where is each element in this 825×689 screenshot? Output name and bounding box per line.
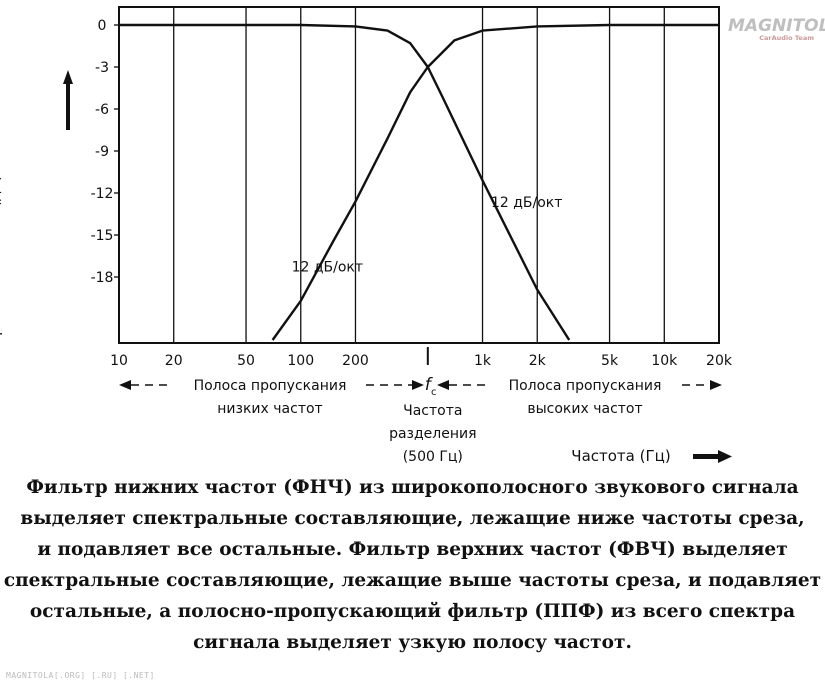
slope-annotation: 12 дБ/окт [292, 259, 363, 275]
x-axis-arrow-icon [718, 450, 732, 463]
x-axis-arrow-shaft [693, 454, 719, 459]
band-arrow-right-icon [412, 380, 424, 390]
band-arrow-right-icon [710, 380, 722, 390]
y-tick-label: -18 [91, 270, 114, 286]
x-tick-label: 5k [601, 353, 619, 369]
band-high-label-line1: Полоса пропускания [509, 378, 662, 394]
series-line-lowpass [119, 23, 571, 341]
x-tick-label: 2k [529, 353, 547, 369]
x-tick-label: 20 [165, 353, 183, 369]
y-axis-label: Уровень сигнала (дБ) [0, 175, 3, 345]
band-arrow-left-icon [437, 380, 449, 390]
y-tick-label: 0 [98, 18, 107, 34]
watermark-logo: MAGNITOLA CarAudio Team [728, 16, 825, 42]
crossover-symbol: f [425, 375, 434, 395]
series-line-highpass [271, 23, 719, 341]
caption-line: и подавляет все остальные. Фильтр верхни… [37, 539, 788, 560]
y-tick-label: -9 [95, 144, 109, 160]
crossover-symbol-sub: c [431, 387, 437, 398]
x-tick-label: 10k [651, 353, 678, 369]
caption-line: выделяет спектральные составляющие, лежа… [20, 508, 805, 529]
caption-line: сигнала выделяет узкую полосу частот. [193, 632, 632, 653]
x-tick-label: 50 [237, 353, 255, 369]
footer-watermark: MAGNITOLA[.ORG] [.RU] [.NET] [6, 671, 155, 680]
crossover-chart: 0 -3 -6 -9 -12 -15 -18 10 20 50 100 200 1k 2k 5k 10k 20… [0, 6, 733, 465]
x-tick-label: 1k [474, 353, 492, 369]
watermark-subtitle: CarAudio Team [759, 34, 814, 42]
crossover-label-line1: Частота [403, 403, 462, 419]
slope-annotation: 12 дБ/окт [491, 195, 562, 211]
y-tick-label: -12 [91, 186, 114, 202]
band-low-label-line1: Полоса пропускания [194, 378, 347, 394]
watermark-title: MAGNITOLA [728, 16, 825, 36]
y-axis-arrow-shaft [66, 84, 70, 130]
x-tick-label: 20k [706, 353, 733, 369]
x-tick-label: 100 [287, 353, 314, 369]
caption: Фильтр нижних частот (ФНЧ) из широкополо… [0, 472, 825, 658]
caption-line: остальные, а полосно-пропускающий фильтр… [29, 601, 796, 622]
crossover-label-line2: разделения [389, 426, 476, 442]
band-arrow-left-icon [119, 380, 131, 390]
y-axis-arrow-icon [63, 70, 73, 84]
crossover-label-line3: (500 Гц) [403, 449, 463, 465]
y-tick-label: -15 [91, 228, 114, 244]
x-tick-label: 10 [110, 353, 128, 369]
caption-line: Фильтр нижних частот (ФНЧ) из широкополо… [26, 477, 799, 498]
plot-frame [118, 6, 720, 344]
y-tick-label: -6 [95, 102, 109, 118]
caption-line: спектральные составляющие, лежащие выше … [3, 570, 822, 591]
band-low-label-line2: низких частот [217, 401, 322, 417]
y-tick-label: -3 [95, 60, 109, 76]
x-axis-label: Частота (Гц) [571, 447, 670, 465]
band-high-label-line2: высоких частот [527, 401, 642, 417]
x-tick-label: 200 [342, 353, 369, 369]
